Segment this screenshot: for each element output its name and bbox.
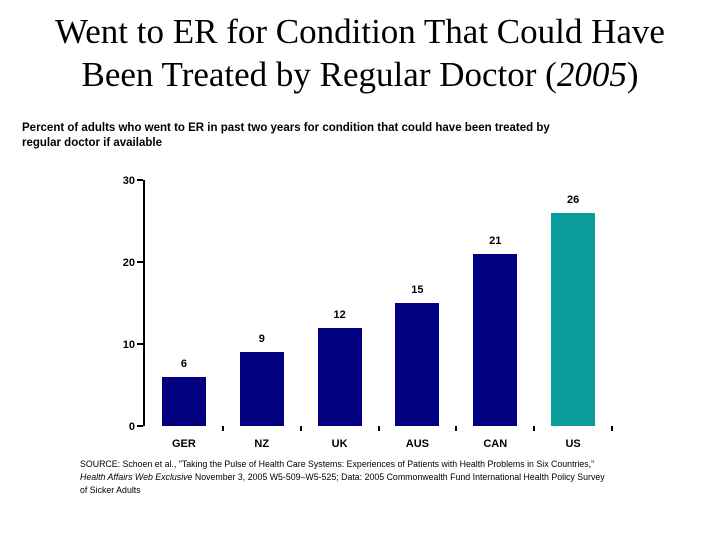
bar-ger [161,376,206,426]
bar-can [473,253,518,426]
x-axis-label-ger: GER [171,438,196,450]
bar-nz [239,352,284,426]
y-axis-tick-label: 10 [122,339,135,351]
x-axis-label-nz: NZ [254,438,270,450]
y-axis-tick-label: 20 [122,257,135,269]
bar-aus [395,303,440,426]
x-axis-tick [221,426,224,431]
bar-value-label: 9 [258,333,265,346]
x-axis-tick [377,426,380,431]
y-axis-tick [137,261,143,263]
slide-title-line1: Went to ER for Condition That Could Have [55,12,665,51]
source-line1: SOURCE: Schoen et al., "Taking the Pulse… [80,459,595,469]
source-note: SOURCE: Schoen et al., "Taking the Pulse… [80,458,708,497]
x-axis-label-aus: AUS [405,438,430,450]
bar-uk [317,327,362,426]
y-axis-tick-label: 30 [122,175,135,187]
x-axis-tick [611,426,613,431]
x-axis-tick [299,426,302,431]
chart-subtitle: Percent of adults who went to ER in past… [22,122,550,149]
slide-title-line2: Been Treated by Regular Doctor (2005) [81,55,639,95]
slide-title: Went to ER for Condition That Could Have… [15,10,705,97]
bar-chart-plot-area: 0 10 20 30 6 GER 9 NZ 12 UK 15 AUS 21 CAN 26 US [123,175,613,450]
bar-us [551,212,596,426]
y-axis-tick-label: 0 [128,421,135,433]
x-axis-label-can: CAN [483,438,508,450]
source-line3: of Sicker Adults [80,485,141,495]
source-line2-rest: November 3, 2005 W5-509–W5-525; Data: 20… [192,472,605,482]
y-axis-tick [137,179,143,181]
y-axis-tick [137,343,143,345]
bar-value-label: 6 [180,357,187,370]
bar-value-label: 21 [489,234,502,247]
bar-value-label: 12 [333,308,346,321]
x-axis-label-us: US [565,438,581,450]
bar-value-label: 15 [411,284,424,296]
slide-title-year: 2005 [556,55,627,95]
x-axis-label-uk: UK [331,438,348,450]
source-journal-italic: Health Affairs Web Exclusive [80,472,193,482]
x-axis-tick [455,426,458,431]
bar-value-label: 26 [566,193,580,206]
y-axis-tick [137,425,143,427]
x-axis-tick [533,426,536,431]
